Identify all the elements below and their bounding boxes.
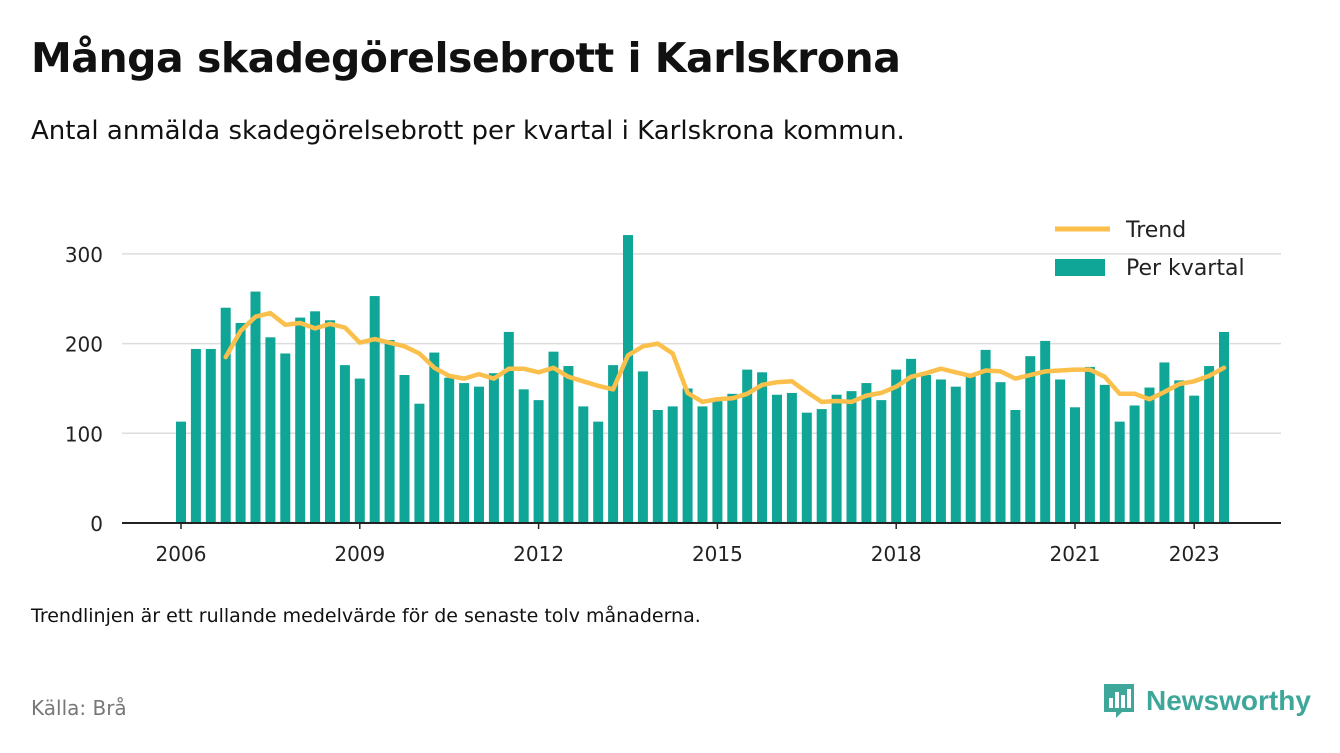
- bar: [444, 377, 455, 523]
- bar: [399, 374, 410, 523]
- bar: [1219, 331, 1229, 523]
- bar: [1174, 380, 1185, 523]
- source: Källa: Brå: [31, 696, 127, 720]
- bar: [518, 389, 529, 523]
- bar: [369, 296, 380, 523]
- y-tick-label: 300: [65, 243, 103, 267]
- bar: [965, 374, 976, 523]
- bar: [667, 406, 678, 523]
- bar: [786, 392, 797, 523]
- y-tick-label: 100: [65, 422, 103, 446]
- bar: [176, 421, 186, 523]
- bar: [861, 383, 872, 523]
- bar: [503, 331, 514, 523]
- bar: [220, 307, 231, 523]
- trend-line: [223, 310, 1227, 405]
- bar: [1144, 387, 1155, 523]
- bar: [712, 401, 723, 523]
- bar: [1129, 405, 1140, 523]
- bar: [1010, 409, 1021, 523]
- bar: [816, 409, 827, 523]
- bar: [474, 386, 484, 523]
- bar: [250, 291, 261, 523]
- brand-logo: Newsworthy: [1102, 682, 1311, 720]
- bar: [935, 379, 946, 523]
- bar: [1040, 340, 1051, 523]
- bar: [578, 406, 589, 523]
- bar: [593, 421, 604, 523]
- x-tick-label: 2018: [871, 542, 922, 566]
- trend-line-layer: [223, 310, 1227, 405]
- bar: [637, 371, 648, 523]
- bar: [727, 393, 738, 523]
- bar: [921, 374, 931, 523]
- chart-title: Många skadegörelsebrott i Karlskrona: [31, 34, 901, 82]
- bar: [876, 400, 887, 523]
- bar: [563, 366, 574, 523]
- bar: [429, 352, 440, 523]
- bar: [1204, 366, 1215, 523]
- legend-bar-label: Per kvartal: [1126, 256, 1245, 281]
- bar: [488, 373, 499, 523]
- bar: [995, 382, 1006, 523]
- legend-trend-label: Trend: [1125, 218, 1186, 243]
- legend: Trend Per kvartal: [1055, 218, 1245, 281]
- bar: [459, 383, 470, 523]
- bar: [1099, 384, 1110, 523]
- bar: [1159, 362, 1170, 523]
- bar: [1025, 356, 1036, 523]
- chart-subtitle: Antal anmälda skadegörelsebrott per kvar…: [31, 116, 905, 146]
- axes: 0 100 200 300 2006 2009 2012 2015 2018 2021 2023: [65, 243, 1281, 566]
- bar: [533, 400, 544, 523]
- bar: [608, 365, 619, 523]
- bar: [325, 320, 335, 523]
- bar: [757, 372, 768, 523]
- bar: [384, 340, 395, 523]
- bar: [548, 351, 559, 523]
- x-tick-label: 2021: [1050, 542, 1101, 566]
- bar: [831, 394, 842, 523]
- bar: [205, 348, 216, 523]
- bar: [280, 353, 291, 523]
- bar: [1189, 395, 1200, 523]
- bar: [697, 406, 708, 523]
- x-tick-label: 2009: [334, 542, 385, 566]
- bar: [891, 369, 902, 523]
- bar: [1084, 366, 1095, 523]
- bar: [414, 403, 425, 523]
- bars: [176, 235, 1229, 524]
- bar: [623, 235, 633, 524]
- bar: [772, 394, 782, 523]
- bar: [235, 322, 246, 523]
- bar: [1055, 379, 1066, 523]
- bar: [742, 369, 753, 523]
- x-tick-label: 2015: [692, 542, 743, 566]
- bar: [980, 349, 991, 523]
- bar: [265, 337, 276, 523]
- bar: [801, 412, 812, 523]
- x-tick-label: 2006: [156, 542, 207, 566]
- x-tick-label: 2012: [513, 542, 564, 566]
- bar: [682, 388, 693, 523]
- brand-name: Newsworthy: [1146, 685, 1311, 716]
- bar: [339, 365, 350, 523]
- bar: [906, 358, 917, 523]
- x-tick-label: 2023: [1169, 542, 1220, 566]
- legend-bar-swatch: [1055, 259, 1105, 276]
- bar: [295, 317, 306, 523]
- bar: [190, 348, 201, 523]
- bar: [1114, 421, 1125, 523]
- bar: [354, 378, 365, 523]
- footnote: Trendlinjen är ett rullande medelvärde f…: [31, 605, 701, 627]
- bar: [846, 391, 857, 523]
- y-tick-label: 200: [65, 333, 103, 357]
- y-tick-label: 0: [90, 512, 103, 536]
- newsworthy-logo-icon: [1104, 684, 1134, 718]
- bar: [652, 409, 663, 523]
- bar: [1070, 407, 1080, 523]
- bar: [950, 386, 961, 523]
- bar: [310, 311, 321, 523]
